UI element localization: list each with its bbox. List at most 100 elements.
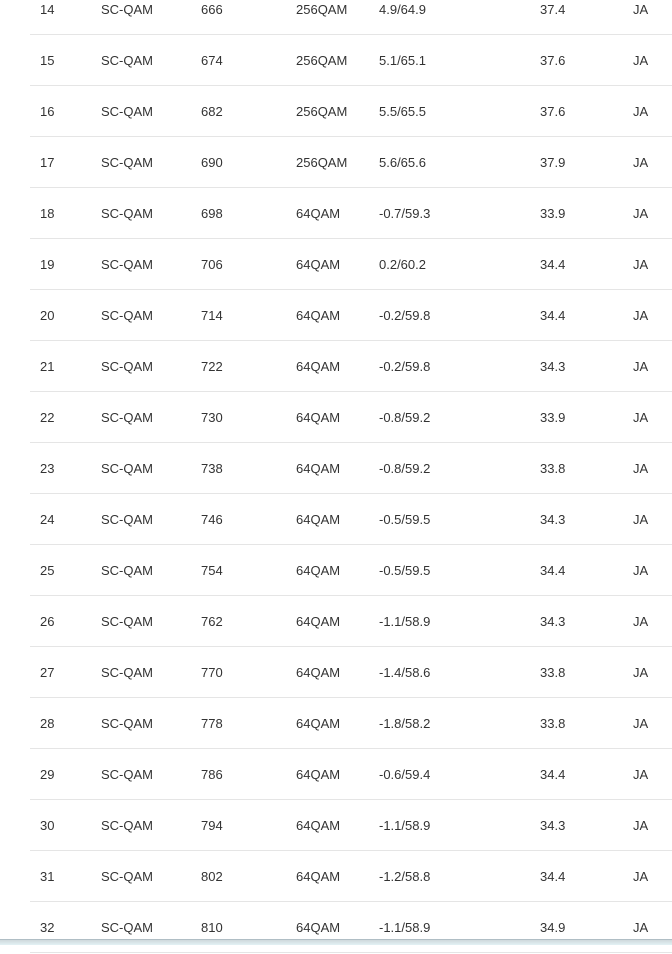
channel-id-cell: 18 bbox=[40, 206, 55, 221]
lock-status-cell: JA bbox=[633, 869, 649, 884]
channel-type-cell: SC-QAM bbox=[101, 206, 153, 221]
modulation-cell: 64QAM bbox=[296, 767, 341, 782]
lock-status-cell: JA bbox=[633, 920, 649, 935]
table-row: 30 SC-QAM 794 64QAM -1.1/58.9 34.3 JA bbox=[30, 800, 672, 851]
frequency-cell: 722 bbox=[201, 359, 223, 374]
modulation-cell: 64QAM bbox=[296, 359, 341, 374]
frequency-cell: 762 bbox=[201, 614, 223, 629]
snr-cell: 34.4 bbox=[540, 257, 566, 272]
lock-status-cell: JA bbox=[633, 767, 649, 782]
channel-type-cell: SC-QAM bbox=[101, 869, 153, 884]
power-cell: 5.5/65.5 bbox=[379, 104, 426, 119]
snr-cell: 34.4 bbox=[540, 767, 566, 782]
channel-type-cell: SC-QAM bbox=[101, 512, 153, 527]
channel-id-cell: 24 bbox=[40, 512, 55, 527]
frequency-cell: 738 bbox=[201, 461, 223, 476]
snr-cell: 37.9 bbox=[540, 155, 566, 170]
channel-id-cell: 17 bbox=[40, 155, 55, 170]
snr-cell: 33.9 bbox=[540, 410, 566, 425]
lock-status-cell: JA bbox=[633, 308, 649, 323]
table-row: 31 SC-QAM 802 64QAM -1.2/58.8 34.4 JA bbox=[30, 851, 672, 902]
channel-id-cell: 28 bbox=[40, 716, 55, 731]
channel-type-cell: SC-QAM bbox=[101, 461, 153, 476]
power-cell: -0.6/59.4 bbox=[379, 767, 431, 782]
modulation-cell: 64QAM bbox=[296, 512, 341, 527]
channel-id-cell: 21 bbox=[40, 359, 55, 374]
snr-cell: 34.4 bbox=[540, 308, 566, 323]
lock-status-cell: JA bbox=[633, 53, 649, 68]
snr-cell: 34.9 bbox=[540, 920, 566, 935]
snr-cell: 33.8 bbox=[540, 665, 566, 680]
table-row: 20 SC-QAM 714 64QAM -0.2/59.8 34.4 JA bbox=[30, 290, 672, 341]
modulation-cell: 64QAM bbox=[296, 257, 341, 272]
snr-cell: 33.8 bbox=[540, 716, 566, 731]
channel-type-cell: SC-QAM bbox=[101, 2, 153, 17]
channel-id-cell: 31 bbox=[40, 869, 55, 884]
modulation-cell: 64QAM bbox=[296, 818, 341, 833]
channel-type-cell: SC-QAM bbox=[101, 716, 153, 731]
table-row: 27 SC-QAM 770 64QAM -1.4/58.6 33.8 JA bbox=[30, 647, 672, 698]
table-row: 14 SC-QAM 666 256QAM 4.9/64.9 37.4 JA bbox=[30, 0, 672, 35]
channel-table: 14 SC-QAM 666 256QAM 4.9/64.9 37.4 JA 15 SC-QAM 6… bbox=[30, 0, 672, 953]
frequency-cell: 802 bbox=[201, 869, 223, 884]
channel-type-cell: SC-QAM bbox=[101, 920, 153, 935]
power-cell: 0.2/60.2 bbox=[379, 257, 426, 272]
modulation-cell: 64QAM bbox=[296, 410, 341, 425]
power-cell: -1.1/58.9 bbox=[379, 818, 431, 833]
frequency-cell: 682 bbox=[201, 104, 223, 119]
channel-type-cell: SC-QAM bbox=[101, 767, 153, 782]
lock-status-cell: JA bbox=[633, 104, 649, 119]
channel-id-cell: 30 bbox=[40, 818, 55, 833]
channel-id-cell: 27 bbox=[40, 665, 55, 680]
lock-status-cell: JA bbox=[633, 410, 649, 425]
lock-status-cell: JA bbox=[633, 257, 649, 272]
channel-type-cell: SC-QAM bbox=[101, 155, 153, 170]
lock-status-cell: JA bbox=[633, 716, 649, 731]
power-cell: -0.2/59.8 bbox=[379, 308, 431, 323]
channel-type-cell: SC-QAM bbox=[101, 257, 153, 272]
channel-id-cell: 32 bbox=[40, 920, 55, 935]
channel-type-cell: SC-QAM bbox=[101, 308, 153, 323]
channel-id-cell: 15 bbox=[40, 53, 55, 68]
power-cell: -1.2/58.8 bbox=[379, 869, 431, 884]
channel-id-cell: 20 bbox=[40, 308, 55, 323]
table-row: 25 SC-QAM 754 64QAM -0.5/59.5 34.4 JA bbox=[30, 545, 672, 596]
modulation-cell: 256QAM bbox=[296, 155, 348, 170]
frequency-cell: 746 bbox=[201, 512, 223, 527]
table-row: 19 SC-QAM 706 64QAM 0.2/60.2 34.4 JA bbox=[30, 239, 672, 290]
table-row: 26 SC-QAM 762 64QAM -1.1/58.9 34.3 JA bbox=[30, 596, 672, 647]
frequency-cell: 770 bbox=[201, 665, 223, 680]
snr-cell: 37.6 bbox=[540, 53, 566, 68]
snr-cell: 34.3 bbox=[540, 512, 566, 527]
frequency-cell: 754 bbox=[201, 563, 223, 578]
channel-type-cell: SC-QAM bbox=[101, 53, 153, 68]
frequency-cell: 706 bbox=[201, 257, 223, 272]
channel-id-cell: 23 bbox=[40, 461, 55, 476]
power-cell: 4.9/64.9 bbox=[379, 2, 426, 17]
power-cell: 5.6/65.6 bbox=[379, 155, 426, 170]
channel-id-cell: 16 bbox=[40, 104, 55, 119]
channel-type-cell: SC-QAM bbox=[101, 359, 153, 374]
table-row: 23 SC-QAM 738 64QAM -0.8/59.2 33.8 JA bbox=[30, 443, 672, 494]
lock-status-cell: JA bbox=[633, 461, 649, 476]
modulation-cell: 64QAM bbox=[296, 461, 341, 476]
snr-cell: 33.8 bbox=[540, 461, 566, 476]
channel-type-cell: SC-QAM bbox=[101, 818, 153, 833]
power-cell: -1.1/58.9 bbox=[379, 920, 431, 935]
frequency-cell: 666 bbox=[201, 2, 223, 17]
lock-status-cell: JA bbox=[633, 206, 649, 221]
power-cell: -0.5/59.5 bbox=[379, 512, 431, 527]
power-cell: -0.8/59.2 bbox=[379, 461, 431, 476]
lock-status-cell: JA bbox=[633, 614, 649, 629]
snr-cell: 34.3 bbox=[540, 359, 566, 374]
table-row: 15 SC-QAM 674 256QAM 5.1/65.1 37.6 JA bbox=[30, 35, 672, 86]
table-row: 22 SC-QAM 730 64QAM -0.8/59.2 33.9 JA bbox=[30, 392, 672, 443]
channel-id-cell: 26 bbox=[40, 614, 55, 629]
power-cell: -0.2/59.8 bbox=[379, 359, 431, 374]
modulation-cell: 64QAM bbox=[296, 869, 341, 884]
modulation-cell: 64QAM bbox=[296, 716, 341, 731]
modulation-cell: 256QAM bbox=[296, 53, 348, 68]
frequency-cell: 794 bbox=[201, 818, 223, 833]
table-row: 17 SC-QAM 690 256QAM 5.6/65.6 37.9 JA bbox=[30, 137, 672, 188]
power-cell: -1.4/58.6 bbox=[379, 665, 431, 680]
